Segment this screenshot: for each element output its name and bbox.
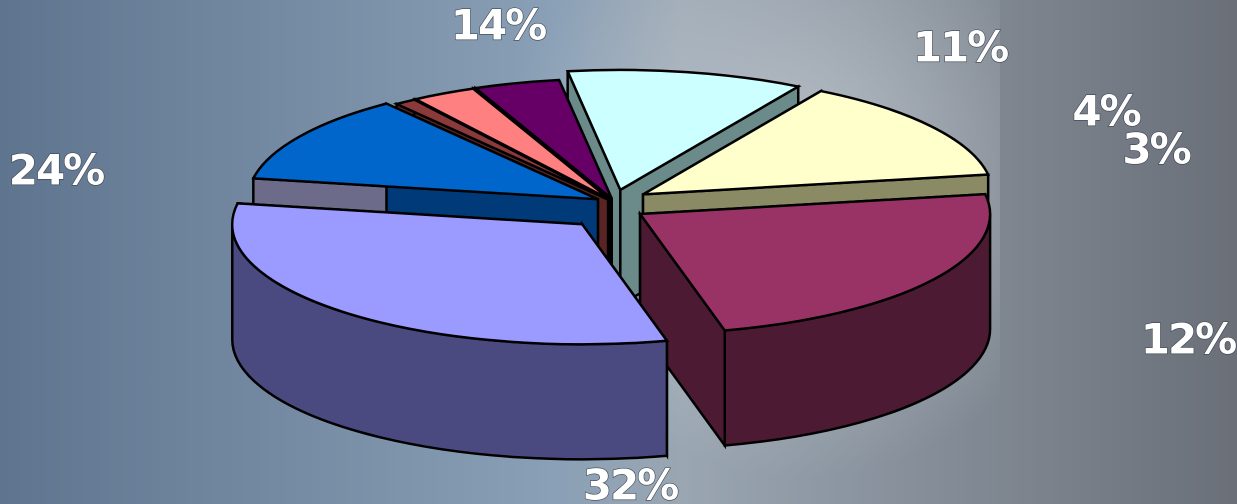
slice-label-5: 11% — [913, 23, 1008, 72]
pie-slice-0 — [230, 202, 670, 346]
slice-label-3: 3% — [1122, 125, 1190, 174]
slice-label-1: 12% — [1141, 315, 1236, 364]
slice-label-6: 14% — [451, 1, 546, 50]
pie-slice-1 — [251, 102, 599, 201]
pie-slice-6 — [642, 89, 991, 196]
slice-label-7: 24% — [9, 146, 104, 195]
pie-slice-7 — [637, 192, 992, 332]
slice-label-0: 32% — [583, 461, 678, 504]
slice-label-4: 4% — [1072, 87, 1140, 136]
pie-slice-5 — [565, 68, 802, 192]
pie-slice-3 — [411, 87, 611, 201]
pie-slice-4 — [472, 78, 613, 200]
